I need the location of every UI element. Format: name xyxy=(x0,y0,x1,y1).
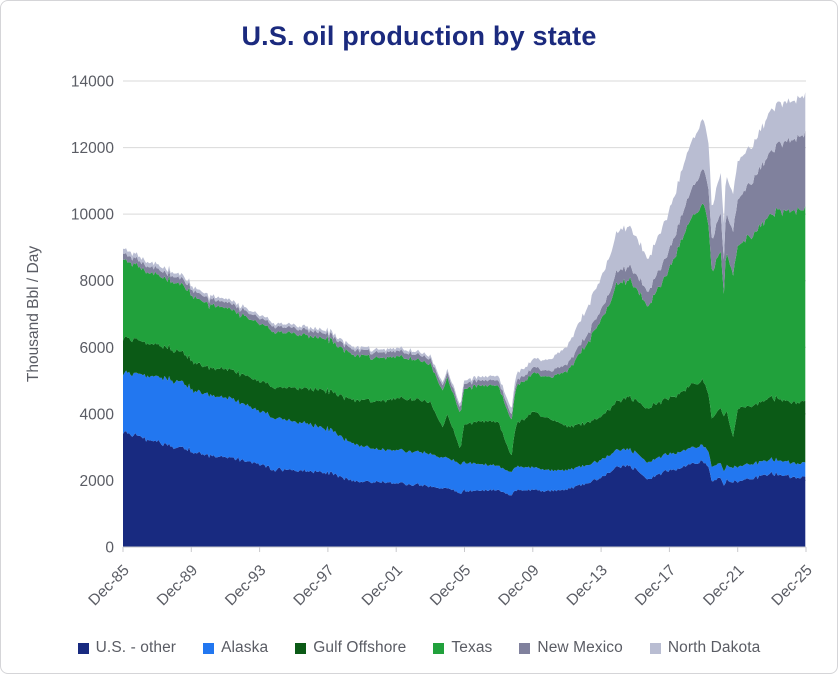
x-tick-label: Dec-09 xyxy=(495,562,542,609)
y-axis-title: Thousand Bbl / Day xyxy=(25,246,42,382)
legend-label: Alaska xyxy=(221,639,269,656)
legend-swatch xyxy=(77,642,89,654)
legend: U.S. - other Alaska Gulf Offshore Texas New … xyxy=(1,639,837,657)
y-tick-label: 4000 xyxy=(80,406,115,423)
y-tick-label: 6000 xyxy=(80,340,115,357)
x-tick-label: Dec-89 xyxy=(154,562,201,609)
legend-item-new-mexico: New Mexico xyxy=(519,639,623,657)
legend-swatch xyxy=(295,642,307,654)
legend-swatch xyxy=(519,642,531,654)
legend-swatch xyxy=(203,642,215,654)
legend-swatch xyxy=(649,642,661,654)
x-tick-label: Dec-01 xyxy=(359,562,406,609)
legend-item-texas: Texas xyxy=(433,639,492,657)
y-tick-label: 0 xyxy=(105,540,114,557)
legend-item-north-dakota: North Dakota xyxy=(649,639,761,657)
stacked-area-plot: 0 2000 4000 6000 8000 10000 12000 14000 Dec-85 De… xyxy=(25,74,816,610)
legend-label: New Mexico xyxy=(537,639,623,656)
chart-title: U.S. oil production by state xyxy=(241,21,597,51)
x-tick-label: Dec-93 xyxy=(222,562,269,609)
x-tick-label: Dec-85 xyxy=(85,562,132,609)
area-gulf-offshore xyxy=(123,336,806,472)
x-tick-label: Dec-05 xyxy=(427,562,474,609)
y-tick-label: 12000 xyxy=(71,140,114,157)
legend-label: North Dakota xyxy=(667,639,761,656)
legend-label: Gulf Offshore xyxy=(313,639,407,656)
y-tick-label: 14000 xyxy=(71,74,114,91)
y-tick-label: 10000 xyxy=(71,207,114,224)
legend-item-u-s-other: U.S. - other xyxy=(77,639,177,657)
x-tick-label: Dec-97 xyxy=(290,562,337,609)
x-tick-label: Dec-25 xyxy=(768,562,815,609)
legend-label: U.S. - other xyxy=(95,639,177,656)
area-u-s-other xyxy=(123,431,806,547)
area-alaska xyxy=(123,370,806,496)
legend-item-gulf-offshore: Gulf Offshore xyxy=(295,639,406,657)
y-tick-label: 2000 xyxy=(80,473,115,490)
legend-swatch xyxy=(433,642,445,654)
legend-label: Texas xyxy=(451,639,493,656)
y-tick-label: 8000 xyxy=(80,273,115,290)
x-tick-label: Dec-21 xyxy=(700,562,747,609)
area-texas xyxy=(123,203,806,455)
legend-item-alaska: Alaska xyxy=(203,639,268,657)
x-tick-label: Dec-13 xyxy=(564,562,611,609)
x-tick-label: Dec-17 xyxy=(632,562,679,609)
